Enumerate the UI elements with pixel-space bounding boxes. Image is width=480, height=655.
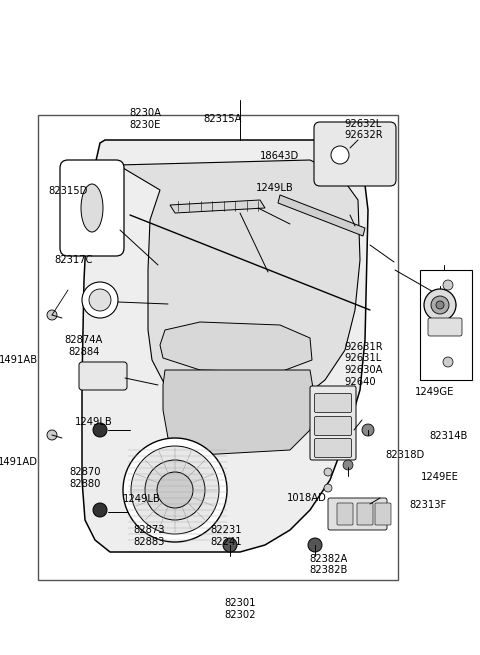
Text: 82315A: 82315A — [204, 114, 242, 124]
FancyBboxPatch shape — [60, 160, 124, 256]
Text: 92632L
92632R: 92632L 92632R — [345, 119, 383, 140]
Polygon shape — [82, 140, 368, 552]
Circle shape — [145, 460, 205, 520]
Circle shape — [47, 430, 57, 440]
Circle shape — [431, 296, 449, 314]
Text: 82873
82883: 82873 82883 — [133, 525, 165, 546]
Text: 82314B: 82314B — [429, 431, 468, 441]
Circle shape — [362, 424, 374, 436]
Text: 82313F: 82313F — [409, 500, 447, 510]
Polygon shape — [278, 195, 365, 236]
Text: 1491AB: 1491AB — [0, 355, 38, 365]
Text: 82318D: 82318D — [385, 450, 424, 460]
Text: 82315D: 82315D — [48, 186, 88, 196]
Text: 1249GE: 1249GE — [415, 386, 454, 397]
Circle shape — [223, 538, 237, 552]
FancyBboxPatch shape — [314, 122, 396, 186]
Text: 82870
82880: 82870 82880 — [70, 468, 101, 489]
Text: 1491AD: 1491AD — [0, 457, 38, 467]
Polygon shape — [170, 200, 265, 213]
Text: 82301
82302: 82301 82302 — [224, 599, 256, 620]
Circle shape — [93, 503, 107, 517]
Text: 1249LB: 1249LB — [75, 417, 112, 428]
Text: 82382A
82382B: 82382A 82382B — [310, 554, 348, 575]
Circle shape — [157, 472, 193, 508]
Text: 92631R
92631L
92630A
92640: 92631R 92631L 92630A 92640 — [345, 342, 383, 386]
FancyBboxPatch shape — [428, 318, 462, 336]
FancyBboxPatch shape — [314, 394, 351, 413]
Text: 82874A
82884: 82874A 82884 — [65, 335, 103, 356]
Text: 82317C: 82317C — [54, 255, 93, 265]
Circle shape — [93, 423, 107, 437]
Bar — [38, 115, 398, 580]
Circle shape — [443, 280, 453, 290]
Text: 1018AD: 1018AD — [287, 493, 327, 503]
Polygon shape — [163, 370, 315, 455]
Circle shape — [343, 460, 353, 470]
Circle shape — [324, 484, 332, 492]
Text: 82231
82241: 82231 82241 — [211, 525, 242, 546]
Circle shape — [131, 446, 219, 534]
Circle shape — [324, 468, 332, 476]
FancyBboxPatch shape — [375, 503, 391, 525]
Circle shape — [89, 289, 111, 311]
Circle shape — [436, 301, 444, 309]
FancyBboxPatch shape — [314, 417, 351, 436]
Text: 8230A
8230E: 8230A 8230E — [129, 109, 161, 130]
Text: 1249LB: 1249LB — [123, 494, 160, 504]
FancyBboxPatch shape — [79, 362, 127, 390]
FancyBboxPatch shape — [328, 498, 387, 530]
Text: 18643D: 18643D — [260, 151, 299, 161]
Text: 1249EE: 1249EE — [421, 472, 458, 482]
Circle shape — [308, 538, 322, 552]
Polygon shape — [118, 160, 360, 412]
Circle shape — [123, 438, 227, 542]
FancyBboxPatch shape — [337, 503, 353, 525]
Ellipse shape — [81, 184, 103, 232]
Text: 1249LB: 1249LB — [256, 183, 294, 193]
Circle shape — [331, 146, 349, 164]
FancyBboxPatch shape — [310, 386, 356, 460]
Circle shape — [47, 310, 57, 320]
Circle shape — [424, 289, 456, 321]
Polygon shape — [160, 322, 312, 372]
Circle shape — [443, 357, 453, 367]
FancyBboxPatch shape — [314, 438, 351, 457]
FancyBboxPatch shape — [357, 503, 373, 525]
Circle shape — [82, 282, 118, 318]
